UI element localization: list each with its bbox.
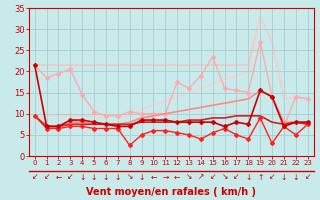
Text: ↘: ↘	[126, 172, 133, 182]
Text: ↙: ↙	[304, 172, 311, 182]
Text: ↓: ↓	[245, 172, 252, 182]
Text: ↓: ↓	[138, 172, 145, 182]
Text: Vent moyen/en rafales ( km/h ): Vent moyen/en rafales ( km/h )	[86, 187, 256, 197]
Text: ↓: ↓	[103, 172, 109, 182]
Text: ↙: ↙	[32, 172, 38, 182]
Text: ←: ←	[55, 172, 62, 182]
Text: ↓: ↓	[91, 172, 97, 182]
Text: ↗: ↗	[198, 172, 204, 182]
Text: ↓: ↓	[292, 172, 299, 182]
Text: ↙: ↙	[67, 172, 74, 182]
Text: ↑: ↑	[257, 172, 263, 182]
Text: ↓: ↓	[79, 172, 85, 182]
Text: ↙: ↙	[233, 172, 240, 182]
Text: ↓: ↓	[115, 172, 121, 182]
Text: ↘: ↘	[186, 172, 192, 182]
Text: ↙: ↙	[269, 172, 275, 182]
Text: ↙: ↙	[44, 172, 50, 182]
Text: →: →	[162, 172, 168, 182]
Text: ↙: ↙	[210, 172, 216, 182]
Text: ←: ←	[174, 172, 180, 182]
Text: ↓: ↓	[281, 172, 287, 182]
Text: ↘: ↘	[221, 172, 228, 182]
Text: ←: ←	[150, 172, 156, 182]
